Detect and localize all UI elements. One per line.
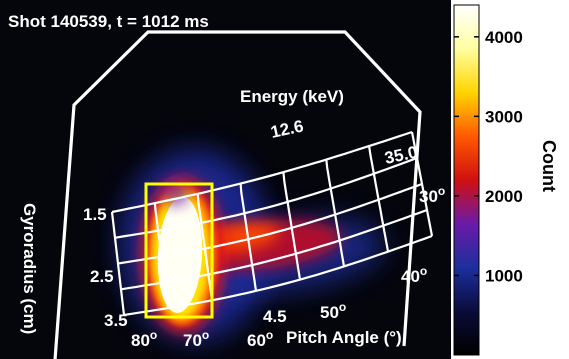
chart-title: Shot 140539, t = 1012 ms xyxy=(8,12,209,31)
gyroradius-grid-line xyxy=(114,156,418,239)
pitch-tick-80: 80o xyxy=(131,328,157,350)
colorbar-tick-label: 4000 xyxy=(485,28,523,47)
colorbar-ticks: 4000 3000 2000 1000 xyxy=(454,28,523,285)
gyroradius-tick-1-5: 1.5 xyxy=(83,205,107,224)
region-of-interest-box xyxy=(144,182,214,319)
heatmap-peak-core xyxy=(157,197,203,313)
pitch-tick-40: 40o xyxy=(401,264,427,286)
pitch-angle-grid-line xyxy=(282,171,302,280)
energy-axis-label: Energy (keV) xyxy=(240,87,344,106)
pitch-tick-70: 70o xyxy=(183,328,209,350)
colorbar-tick-label: 2000 xyxy=(485,187,523,206)
gyroradius-tick-3-5: 3.5 xyxy=(104,311,128,330)
gyroradius-grid-line xyxy=(120,208,428,291)
colorbar-tick-label: 3000 xyxy=(485,107,523,126)
gyroradius-axis-label: Gyroradius (cm) xyxy=(20,203,39,334)
pitch-tick-60: 60o xyxy=(247,328,273,350)
strike-map-grid xyxy=(110,130,434,317)
gyroradius-grid-line xyxy=(117,182,423,265)
pitch-tick-30: 30o xyxy=(419,184,445,206)
pitch-angle-grid-line xyxy=(196,193,214,301)
pitch-angle-axis-label: Pitch Angle (°) xyxy=(286,328,402,347)
detector-boundary xyxy=(53,30,422,359)
colorbar-gradient xyxy=(453,4,480,356)
gyroradius-tick-2-5: 2.5 xyxy=(90,267,114,286)
pitch-angle-grid-line xyxy=(110,211,126,316)
pitch-angle-ticks: 80o 70o 60o 50o 40o 30o xyxy=(131,184,445,350)
pitch-angle-grid-line xyxy=(410,131,434,237)
gyroradius-grid-line xyxy=(123,234,433,317)
heatmap-wisp xyxy=(161,181,189,205)
colorbar-tick-label: 1000 xyxy=(485,266,523,285)
pitch-angle-grid-line xyxy=(325,159,346,267)
pitch-angle-grid-line xyxy=(368,145,390,252)
pitch-tick-50: 50o xyxy=(320,300,346,322)
pitch-angle-grid-line xyxy=(153,203,170,309)
colorbar: 4000 3000 2000 1000 Count xyxy=(453,4,559,356)
pitch-angle-grid-line xyxy=(239,183,258,292)
colorbar-label: Count xyxy=(539,140,559,192)
gyroradius-grid-line xyxy=(111,130,413,214)
energy-tick-4-5: 4.5 xyxy=(263,307,287,326)
